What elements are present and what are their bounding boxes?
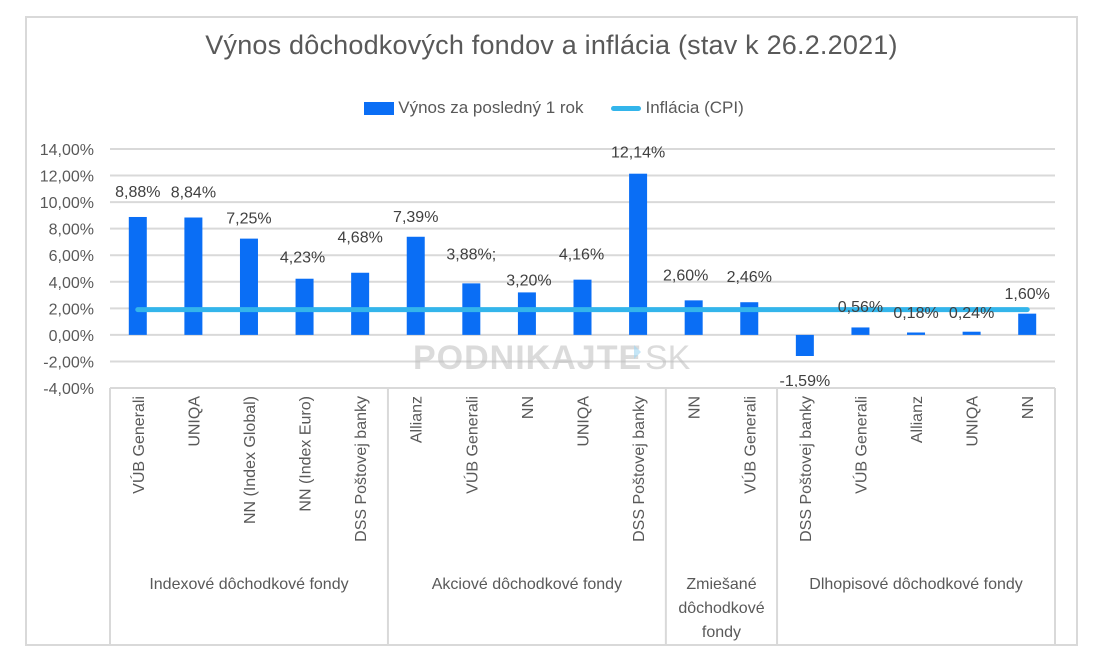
category-label: NN — [687, 396, 704, 419]
legend-swatch-line — [611, 105, 642, 111]
category-label: DSS Poštovej banky — [798, 396, 815, 542]
bar — [351, 272, 370, 335]
bar — [184, 217, 203, 335]
legend-label-returns: Výnos za posledný 1 rok — [398, 98, 584, 117]
watermark: PODNIKAJTE SK — [413, 339, 691, 377]
group-label: Akciové dôchodkové fondy — [432, 576, 622, 593]
category-label: VÚB Generali — [462, 396, 481, 494]
bar — [684, 300, 703, 335]
data-label: 7,39% — [393, 209, 438, 226]
y-tick-label: -4,00% — [43, 381, 94, 398]
bar — [629, 173, 648, 335]
watermark-text: PODNIKAJTE — [413, 339, 642, 377]
bar — [962, 331, 981, 335]
data-label: 2,46% — [727, 269, 772, 286]
group-label: Dlhopisové dôchodkové fondy — [809, 576, 1022, 593]
category-label: UNIQA — [576, 396, 593, 447]
category-label: VÚB Generali — [851, 396, 870, 494]
y-tick-label: 6,00% — [49, 248, 94, 265]
legend-item-returns: Výnos za posledný 1 rok — [364, 98, 583, 118]
group-label: dôchodkové — [678, 600, 764, 617]
data-label: -1,59% — [780, 373, 831, 390]
bar — [517, 292, 536, 335]
y-tick-label: 8,00% — [49, 222, 94, 239]
category-label: DSS Poštovej banky — [631, 396, 648, 542]
category-label: Allianz — [909, 396, 926, 443]
watermark-dot — [634, 345, 641, 359]
category-label: DSS Poštovej banky — [353, 396, 370, 542]
bar — [1018, 313, 1037, 335]
category-label: UNIQA — [965, 396, 982, 447]
bar — [851, 327, 870, 335]
chart-title: Výnos dôchodkových fondov a inflácia (st… — [205, 30, 898, 60]
gridlines — [110, 148, 1055, 363]
watermark-suffix: SK — [645, 339, 691, 377]
y-tick-label: 10,00% — [40, 195, 94, 212]
data-label: 4,68% — [337, 230, 382, 247]
y-tick-label: 0,00% — [49, 328, 94, 345]
y-tick-label: 12,00% — [40, 169, 94, 186]
y-tick-label: 14,00% — [40, 142, 94, 159]
group-label: fondy — [702, 624, 741, 641]
data-label: 8,84% — [171, 185, 216, 202]
data-label: 2,60% — [663, 267, 708, 284]
data-label: 0,24% — [949, 305, 994, 322]
data-label: 8,88% — [115, 184, 160, 201]
bar-series — [128, 173, 1037, 357]
data-label: 3,20% — [506, 272, 551, 289]
bar — [295, 278, 314, 335]
legend-swatch-bar — [364, 101, 395, 115]
category-label: VÚB Generali — [740, 396, 759, 494]
group-label: Zmiešané — [686, 576, 756, 593]
data-label: 7,25% — [226, 211, 271, 228]
category-label: Allianz — [409, 396, 426, 443]
y-tick-label: -2,00% — [43, 354, 94, 371]
data-labels: 8,88% 8,84% 7,25% 4,23% 4,68% 7,39% 3,88%; 3,20… — [115, 145, 1050, 390]
bar — [239, 238, 258, 335]
category-label: UNIQA — [186, 396, 203, 447]
category-label: NN — [520, 396, 537, 419]
y-tick-label: 4,00% — [49, 275, 94, 292]
data-label: 4,23% — [280, 250, 325, 267]
category-label: NN — [1020, 396, 1037, 419]
bar — [128, 216, 147, 335]
bar — [406, 236, 425, 335]
data-label: 0,56% — [838, 299, 883, 316]
y-axis-ticks: -4,00% -2,00% 0,00% 2,00% 4,00% 6,00% 8,00% 10,… — [40, 142, 94, 398]
legend-item-inflation: Inflácia (CPI) — [611, 98, 744, 118]
data-label: 0,18% — [893, 305, 938, 322]
bar — [740, 302, 759, 335]
data-label: 12,14% — [611, 145, 665, 162]
category-label: VÚB Generali — [129, 396, 148, 494]
data-label: 3,88%; — [446, 246, 496, 263]
bar — [907, 332, 926, 335]
category-label: NN (Index Euro) — [298, 396, 315, 512]
category-axis: VÚB Generali UNIQA NN (Index Global) NN (In… — [109, 387, 1056, 646]
legend-label-inflation: Inflácia (CPI) — [645, 98, 744, 117]
data-label: 4,16% — [559, 247, 604, 264]
category-label: NN (Index Global) — [242, 396, 259, 524]
bar — [795, 334, 814, 357]
legend: Výnos za posledný 1 rok Inflácia (CPI) — [0, 98, 1108, 118]
data-label: 1,60% — [1005, 286, 1050, 303]
y-tick-label: 2,00% — [49, 301, 94, 318]
group-label: Indexové dôchodkové fondy — [149, 576, 348, 593]
